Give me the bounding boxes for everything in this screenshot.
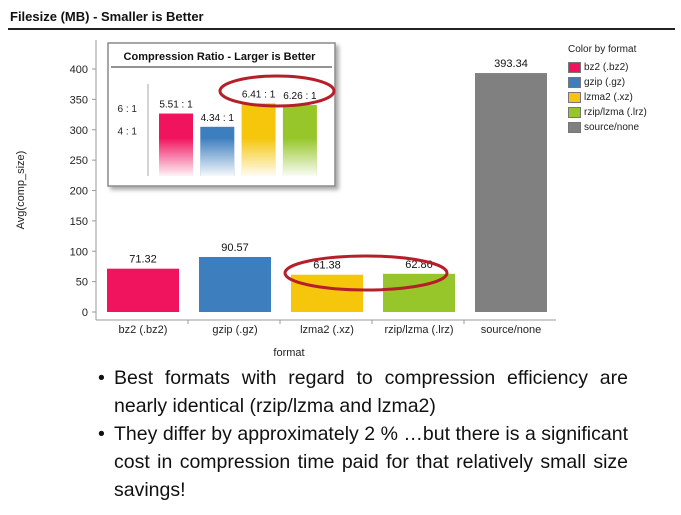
legend: Color by format bz2 (.bz2) gzip (.gz) lzma… bbox=[568, 44, 647, 135]
bar-value-label: 71.32 bbox=[129, 254, 157, 266]
inset-title: Compression Ratio - Larger is Better bbox=[124, 51, 317, 63]
inset-y-tick-label: 4 : 1 bbox=[118, 127, 138, 138]
bullet-dot: • bbox=[98, 423, 105, 445]
legend-swatch bbox=[568, 92, 581, 103]
inset-bar-value-label: 5.51 : 1 bbox=[159, 100, 193, 111]
bullet-item: • Best formats with regard to compressio… bbox=[98, 364, 628, 420]
y-tick-label: 150 bbox=[70, 216, 88, 228]
inset-y-tick-label: 6 : 1 bbox=[118, 104, 138, 115]
inset-bar-value-label: 4.34 : 1 bbox=[201, 113, 235, 124]
x-tick-label: rzip/lzma (.lrz) bbox=[384, 324, 453, 336]
y-tick-label: 300 bbox=[70, 125, 88, 137]
bar bbox=[291, 274, 363, 312]
bar-value-label: 393.34 bbox=[494, 58, 528, 70]
legend-label: bz2 (.bz2) bbox=[584, 62, 629, 73]
inset-bar-value-label: 6.41 : 1 bbox=[242, 89, 276, 100]
inset-bar-fade bbox=[159, 138, 193, 176]
x-tick-label: bz2 (.bz2) bbox=[119, 324, 168, 336]
x-tick-label: lzma2 (.xz) bbox=[300, 324, 354, 336]
legend-swatch bbox=[568, 62, 581, 73]
main-axes: 0 50 100 150 200 250 300 350 400 Avg(comp_size)fo… bbox=[15, 40, 556, 359]
main-highlight-ellipse bbox=[283, 254, 449, 292]
inset-highlight-ellipse bbox=[218, 74, 336, 108]
legend-swatch bbox=[568, 107, 581, 118]
legend-swatch bbox=[568, 122, 581, 133]
y-axis-label: Avg(comp_size) bbox=[15, 151, 27, 230]
legend-label: gzip (.gz) bbox=[584, 77, 626, 88]
highlight-annotations bbox=[218, 74, 449, 292]
y-tick-label: 400 bbox=[70, 64, 88, 76]
bar bbox=[475, 73, 547, 312]
legend-label: rzip/lzma (.lrz) bbox=[584, 107, 647, 118]
y-tick-label: 350 bbox=[70, 94, 88, 106]
filesize-bar-chart: 0 50 100 150 200 250 300 350 400 Avg(comp_size)fo… bbox=[15, 40, 556, 359]
y-tick-label: 200 bbox=[70, 186, 88, 198]
inset-bar-fade bbox=[200, 138, 235, 176]
bar bbox=[383, 273, 455, 312]
inset-bar-fade bbox=[241, 138, 276, 176]
compression-ratio-inset: Compression Ratio - Larger is Better 6 : … bbox=[107, 42, 336, 187]
inset-bar-value-label: 6.26 : 1 bbox=[283, 91, 317, 102]
chart-title: Filesize (MB) - Smaller is Better bbox=[10, 9, 204, 24]
bullet-item: • They differ by approximately 2 % …but … bbox=[98, 420, 628, 504]
bullet-text: Best formats with regard to compression … bbox=[114, 367, 628, 417]
bar-value-label: 61.38 bbox=[313, 260, 341, 272]
title-divider bbox=[8, 28, 675, 30]
x-tick-label: source/none bbox=[481, 324, 542, 336]
bullet-list: • Best formats with regard to compressio… bbox=[98, 364, 628, 504]
legend-item: rzip/lzma (.lrz) bbox=[568, 105, 647, 120]
x-tick-label: gzip (.gz) bbox=[212, 324, 257, 336]
bullet-text: They differ by approximately 2 % …but th… bbox=[114, 423, 628, 501]
legend-item: bz2 (.bz2) bbox=[568, 60, 647, 75]
legend-title: Color by format bbox=[568, 44, 637, 55]
y-tick-label: 250 bbox=[70, 155, 88, 167]
bar bbox=[107, 268, 179, 312]
y-tick-label: 50 bbox=[76, 277, 88, 289]
legend-label: lzma2 (.xz) bbox=[584, 92, 633, 103]
y-tick-label: 100 bbox=[70, 246, 88, 258]
x-axis-label: format bbox=[273, 347, 304, 359]
legend-label: source/none bbox=[584, 122, 640, 133]
inset-bar-fade bbox=[282, 138, 317, 176]
bullet-dot: • bbox=[98, 367, 105, 389]
legend-swatch bbox=[568, 77, 581, 88]
legend-item: source/none bbox=[568, 120, 647, 135]
y-tick-label: 0 bbox=[82, 307, 88, 319]
bar-value-label: 90.57 bbox=[221, 242, 249, 254]
bar bbox=[199, 256, 271, 312]
legend-item: lzma2 (.xz) bbox=[568, 90, 647, 105]
legend-item: gzip (.gz) bbox=[568, 75, 647, 90]
